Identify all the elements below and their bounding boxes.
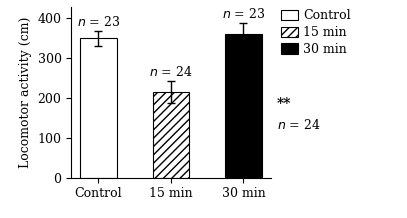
Legend: Control, 15 min, 30 min: Control, 15 min, 30 min [281, 9, 351, 56]
Text: $n$ = 24: $n$ = 24 [277, 118, 320, 132]
Text: **: ** [277, 97, 291, 111]
Bar [225, 34, 262, 178]
Text: $n$ = 23: $n$ = 23 [222, 7, 265, 21]
Text: $n$ = 23: $n$ = 23 [77, 15, 120, 29]
Y-axis label: Locomotor activity (cm): Locomotor activity (cm) [19, 16, 32, 168]
Bar [153, 92, 189, 178]
Bar [80, 38, 116, 178]
Text: $n$ = 24: $n$ = 24 [149, 65, 193, 78]
